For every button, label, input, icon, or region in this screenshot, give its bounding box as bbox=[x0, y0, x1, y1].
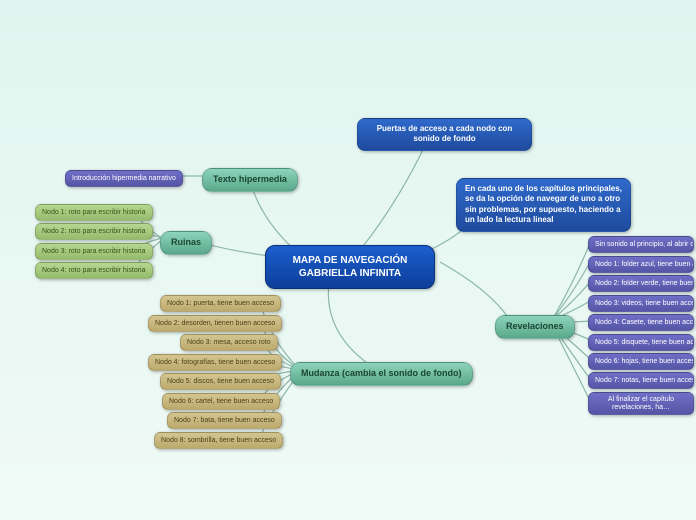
leaf-mudanza-2: Nodo 2: desorden, tienen buen acceso bbox=[148, 315, 282, 332]
leaf-mudanza-8: Nodo 8: sombrilla, tiene buen acceso bbox=[154, 432, 283, 449]
leaf-mudanza-1: Nodo 1: puerta, tiene buen acceso bbox=[160, 295, 281, 312]
leaf-revelaciones-6: Nodo 6: hojas, tiene buen acceso bbox=[588, 353, 694, 370]
leaf-intro-hipermedia: Introducción hipermedia narrativo bbox=[65, 170, 183, 187]
leaf-mudanza-6: Nodo 6: cartel, tiene buen acceso bbox=[162, 393, 280, 410]
leaf-revelaciones-7: Nodo 7: notas, tiene buen acceso bbox=[588, 372, 694, 389]
leaf-revelaciones-8: Al finalizar el capítulo revelaciones, h… bbox=[588, 392, 694, 415]
leaf-revelaciones-4: Nodo 4: Casete, tiene buen acceso bbox=[588, 314, 694, 331]
branch-texto-hipermedia: Texto hipermedia bbox=[202, 168, 298, 192]
leaf-ruinas-4: Nodo 4: roto para escribir historia bbox=[35, 262, 153, 279]
leaf-mudanza-4: Nodo 4: fotografías, tiene buen acceso bbox=[148, 354, 282, 371]
leaf-revelaciones-3: Nodo 3: videos, tiene buen acceso bbox=[588, 295, 694, 312]
leaf-revelaciones-0: Sin sonido al principio, al abrir cada n… bbox=[588, 236, 694, 253]
leaf-mudanza-7: Nodo 7: bata, tiene buen acceso bbox=[167, 412, 282, 429]
leaf-mudanza-5: Nodo 5: discos, tiene buen acceso bbox=[160, 373, 281, 390]
leaf-ruinas-3: Nodo 3: roto para escribir historia bbox=[35, 243, 153, 260]
branch-puertas: Puertas de acceso a cada nodo con sonido… bbox=[357, 118, 532, 151]
infobox: En cada uno de los capítulos principales… bbox=[456, 178, 631, 232]
leaf-revelaciones-5: Nodo 5: disquete, tiene buen acceso bbox=[588, 334, 694, 351]
leaf-mudanza-3: Nodo 3: mesa, acceso roto bbox=[180, 334, 278, 351]
leaf-ruinas-1: Nodo 1: roto para escribir historia bbox=[35, 204, 153, 221]
leaf-revelaciones-2: Nodo 2: folder verde, tiene buen acceso bbox=[588, 275, 694, 292]
branch-ruinas: Ruinas bbox=[160, 231, 212, 255]
center-node: MAPA DE NAVEGACIÓN GABRIELLA INFINITA bbox=[265, 245, 435, 289]
leaf-ruinas-2: Nodo 2: roto para escribir historia bbox=[35, 223, 153, 240]
leaf-revelaciones-1: Nodo 1: folder azul, tiene buen acceso bbox=[588, 256, 694, 273]
branch-revelaciones: Revelaciones bbox=[495, 315, 575, 339]
branch-mudanza: Mudanza (cambia el sonido de fondo) bbox=[290, 362, 473, 386]
